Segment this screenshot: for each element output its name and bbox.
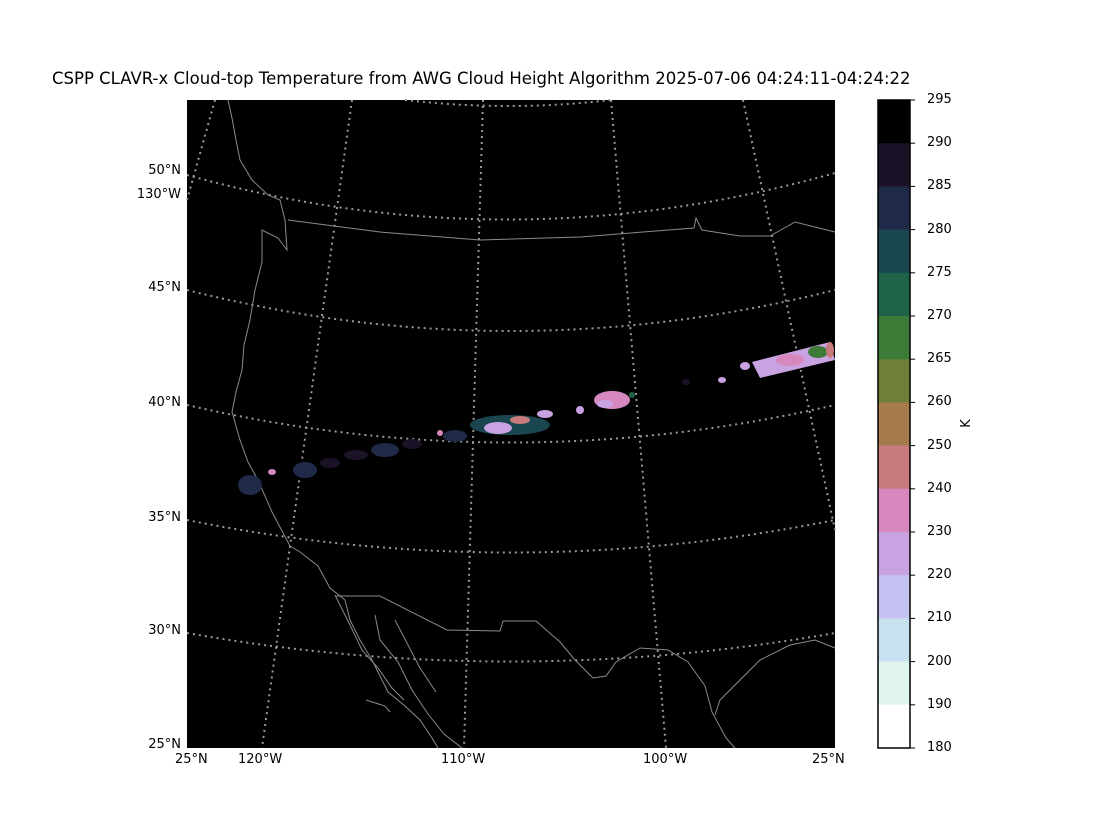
colorbar-tick-label: 230: [927, 524, 952, 539]
colorbar-bin: [878, 488, 910, 533]
colorbar-bin: [878, 143, 910, 187]
colorbar-tick-label: 280: [927, 221, 952, 237]
colorbar-tick-label: 270: [927, 308, 952, 323]
lat-label-30n: 30°N: [148, 623, 181, 638]
colorbar-unit: K: [958, 419, 974, 428]
graticule: [186, 99, 836, 749]
colorbar-bin: [878, 704, 910, 749]
colorbar-tick-label: 220: [927, 567, 952, 583]
colorbar-bin: [878, 445, 910, 490]
colorbar-bin: [878, 186, 910, 231]
coastlines: [227, 99, 836, 749]
lat-label-25n: 25°N: [148, 737, 181, 752]
lat-label-40n: 40°N: [148, 395, 181, 410]
lon-label-25n-left: 25°N: [175, 752, 208, 767]
colorbar-bin: [878, 575, 910, 619]
colorbar-tick-label: 290: [927, 135, 952, 151]
colorbar-bin: [878, 272, 910, 317]
colorbar-tick-label: 180: [927, 740, 952, 755]
colorbar-tick-label: 285: [927, 178, 952, 194]
colorbar-tick-label: 295: [927, 92, 952, 107]
cloud-swath: [238, 342, 835, 495]
colorbar-tick-label: 275: [927, 264, 952, 280]
lon-label-25n-right: 25°N: [812, 752, 845, 767]
lat-label-45n: 45°N: [148, 280, 181, 295]
colorbar-bin: [878, 618, 910, 663]
colorbar-tick-label: 190: [927, 696, 952, 712]
colorbar-bin: [878, 316, 910, 360]
colorbar-tick-label: 200: [927, 653, 952, 669]
colorbar-tick-label: 210: [927, 610, 952, 626]
lat-label-35n: 35°N: [148, 510, 181, 525]
colorbar-bin: [878, 402, 910, 447]
lon-label-100w: 100°W: [643, 752, 688, 767]
colorbar-bin: [878, 532, 910, 576]
colorbar-tick-label: 260: [927, 394, 952, 410]
lat-label-50n: 50°N: [148, 163, 181, 178]
colorbar-tick-label: 265: [927, 351, 952, 367]
colorbar-tick-label: 250: [927, 437, 952, 453]
lon-label-110w: 110°W: [441, 752, 486, 767]
colorbar-bin: [878, 229, 910, 274]
lat-label-130w: 130°W: [136, 187, 181, 202]
colorbar-frame: [877, 99, 911, 749]
colorbar-bin: [878, 100, 910, 144]
colorbar-bin: [878, 359, 910, 403]
colorbar-tick-label: 240: [927, 480, 952, 496]
colorbar: [878, 99, 915, 749]
map-title: CSPP CLAVR-x Cloud-top Temperature from …: [52, 69, 911, 88]
lon-label-120w: 120°W: [238, 752, 283, 767]
colorbar-bin: [878, 661, 910, 706]
